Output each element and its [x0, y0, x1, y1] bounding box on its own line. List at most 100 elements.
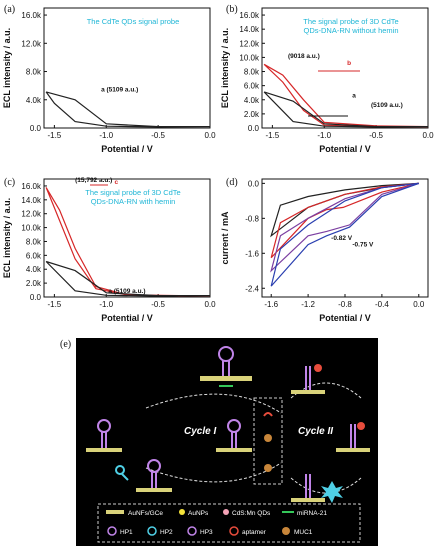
muc1-particle-2: [264, 464, 272, 472]
x-tick-label: -1.5: [265, 131, 279, 140]
x-axis-label: Potential / V: [101, 313, 153, 323]
legend-swatch-hp1: [107, 526, 117, 536]
chart-d: -1.6 -1.2 -0.8 -0.4 0.0 0.0 -0.8 -1.6 -2.4 Potent…: [220, 178, 429, 323]
chart-title: The signal probe of 3D CdTe: [85, 188, 180, 197]
series-line-a: [263, 91, 429, 128]
electrode-right-3: [291, 498, 325, 502]
x-tick-label: -1.2: [301, 300, 315, 309]
y-tick-label: -0.8: [245, 214, 259, 223]
panel-label-a: (a): [4, 4, 15, 15]
legend-swatch-hp2: [147, 526, 157, 536]
series-line-a: [45, 91, 211, 128]
y-tick-label: 6.0k: [26, 251, 42, 260]
plot-frame: [43, 7, 211, 129]
legend-swatch-aunfs: [106, 510, 124, 514]
x-axis-label: Potential / V: [319, 144, 371, 154]
legend-box: [97, 503, 361, 543]
plot-frame: [261, 7, 429, 129]
y-tick-label: 16.0k: [21, 11, 42, 20]
y-tick-label: 2.0k: [26, 279, 42, 288]
x-axis-label: Potential / V: [101, 144, 153, 154]
annotation: -0.82 V: [331, 235, 353, 242]
x-tick-label: -1.6: [264, 300, 278, 309]
intermediate-box: [253, 397, 283, 485]
x-tick-label: -1.5: [47, 300, 61, 309]
y-tick-label: 12.0k: [21, 39, 42, 48]
electrode-mid: [216, 448, 252, 452]
y-axis-label: ECL intensity / a.u.: [220, 28, 230, 108]
series-line-1: [270, 182, 419, 259]
chart-title: The signal probe of 3D CdTe: [303, 17, 398, 26]
y-tick-label: 14.0k: [239, 25, 260, 34]
x-tick-label: 0.0: [204, 300, 216, 309]
ecl-burst-icon: [321, 481, 343, 503]
legend-hp2: HP2: [160, 529, 173, 536]
x-tick-label: -1.5: [47, 131, 61, 140]
panel-label-e: (e): [60, 339, 71, 350]
legend-hp1: HP1: [120, 529, 133, 536]
annotation: (9018 a.u.): [288, 53, 320, 60]
y-tick-label: 10.0k: [239, 53, 260, 62]
legend-swatch-aunps: [179, 509, 185, 515]
legend-hp3: HP3: [200, 529, 213, 536]
legend-qds: CdS:Mn QDs: [232, 510, 271, 517]
y-tick-label: 14.0k: [21, 196, 42, 205]
y-tick-label: 0.0: [248, 124, 260, 133]
legend-aunps: AuNPs: [188, 510, 209, 517]
series-line-3: [270, 182, 420, 287]
cycle-1-label: Cycle I: [184, 426, 216, 437]
x-tick-label: -1.0: [317, 131, 331, 140]
x-tick-label: -0.5: [151, 131, 165, 140]
electrode-left-2: [136, 488, 172, 492]
y-tick-label: -1.6: [245, 249, 259, 258]
plot-frame: [43, 178, 211, 298]
legend-swatch-aptamer: [229, 526, 239, 536]
panel-label-b: (b): [226, 4, 238, 15]
y-tick-label: 12.0k: [21, 210, 42, 219]
x-tick-label: -0.5: [369, 131, 383, 140]
electrode-top: [200, 376, 252, 381]
cycle-1-arc: [145, 393, 282, 414]
y-tick-label: 12.0k: [239, 39, 260, 48]
y-tick-label: 6.0k: [244, 82, 260, 91]
hairpin-top: [218, 346, 234, 376]
scheme-panel: Cycle I Cycle II: [76, 338, 378, 546]
cycle-1-arc-bottom: [145, 462, 282, 483]
x-tick-label: -1.0: [99, 300, 113, 309]
aptamer-1: [263, 412, 273, 417]
y-tick-label: 0.0: [30, 293, 42, 302]
y-tick-label: 16.0k: [239, 11, 260, 20]
y-tick-label: 2.0k: [244, 110, 260, 119]
y-tick-label: 16.0k: [21, 182, 42, 191]
annotation: a (5109 a.u.): [108, 288, 145, 295]
cycle-2-label: Cycle II: [298, 426, 333, 437]
series-line-2: [270, 182, 419, 273]
legend-muc1: MUC1: [294, 529, 313, 536]
electrode-right-1: [291, 390, 325, 394]
hairpins-cycle1: [97, 419, 241, 488]
legend-aunfs: AuNFs/GCe: [128, 510, 163, 517]
panel-label-c: (c): [4, 177, 15, 188]
y-tick-label: 4.0k: [26, 265, 42, 274]
annotation: c: [115, 179, 119, 186]
scheme-svg: Cycle I Cycle II: [86, 346, 370, 543]
x-tick-label: 0.0: [204, 131, 216, 140]
chart-title: The CdTe QDs signal probe: [87, 17, 180, 26]
legend-swatch-qds: [223, 509, 229, 515]
chart-title: QDs-DNA-RN without hemin: [303, 26, 398, 35]
y-tick-label: 4.0k: [244, 96, 260, 105]
series-line-a: [45, 260, 211, 297]
y-tick-label: 10.0k: [21, 224, 42, 233]
x-axis-label: Potential / V: [319, 313, 371, 323]
y-tick-label: 8.0k: [244, 68, 260, 77]
y-tick-label: 0.0: [30, 124, 42, 133]
muc1-particle-1: [264, 434, 272, 442]
annotation: a (5109 a.u.): [101, 86, 138, 93]
chart-a: -1.5 -1.0 -0.5 0.0 0.0 4.0k 8.0k 12.0k 16.0k Pote…: [2, 7, 216, 154]
x-tick-label: -1.0: [99, 131, 113, 140]
hairpins-cycle2: [305, 366, 356, 498]
annotation: (15,792 a.u.): [75, 177, 112, 184]
y-tick-label: 4.0k: [26, 96, 42, 105]
x-tick-label: -0.4: [375, 300, 389, 309]
